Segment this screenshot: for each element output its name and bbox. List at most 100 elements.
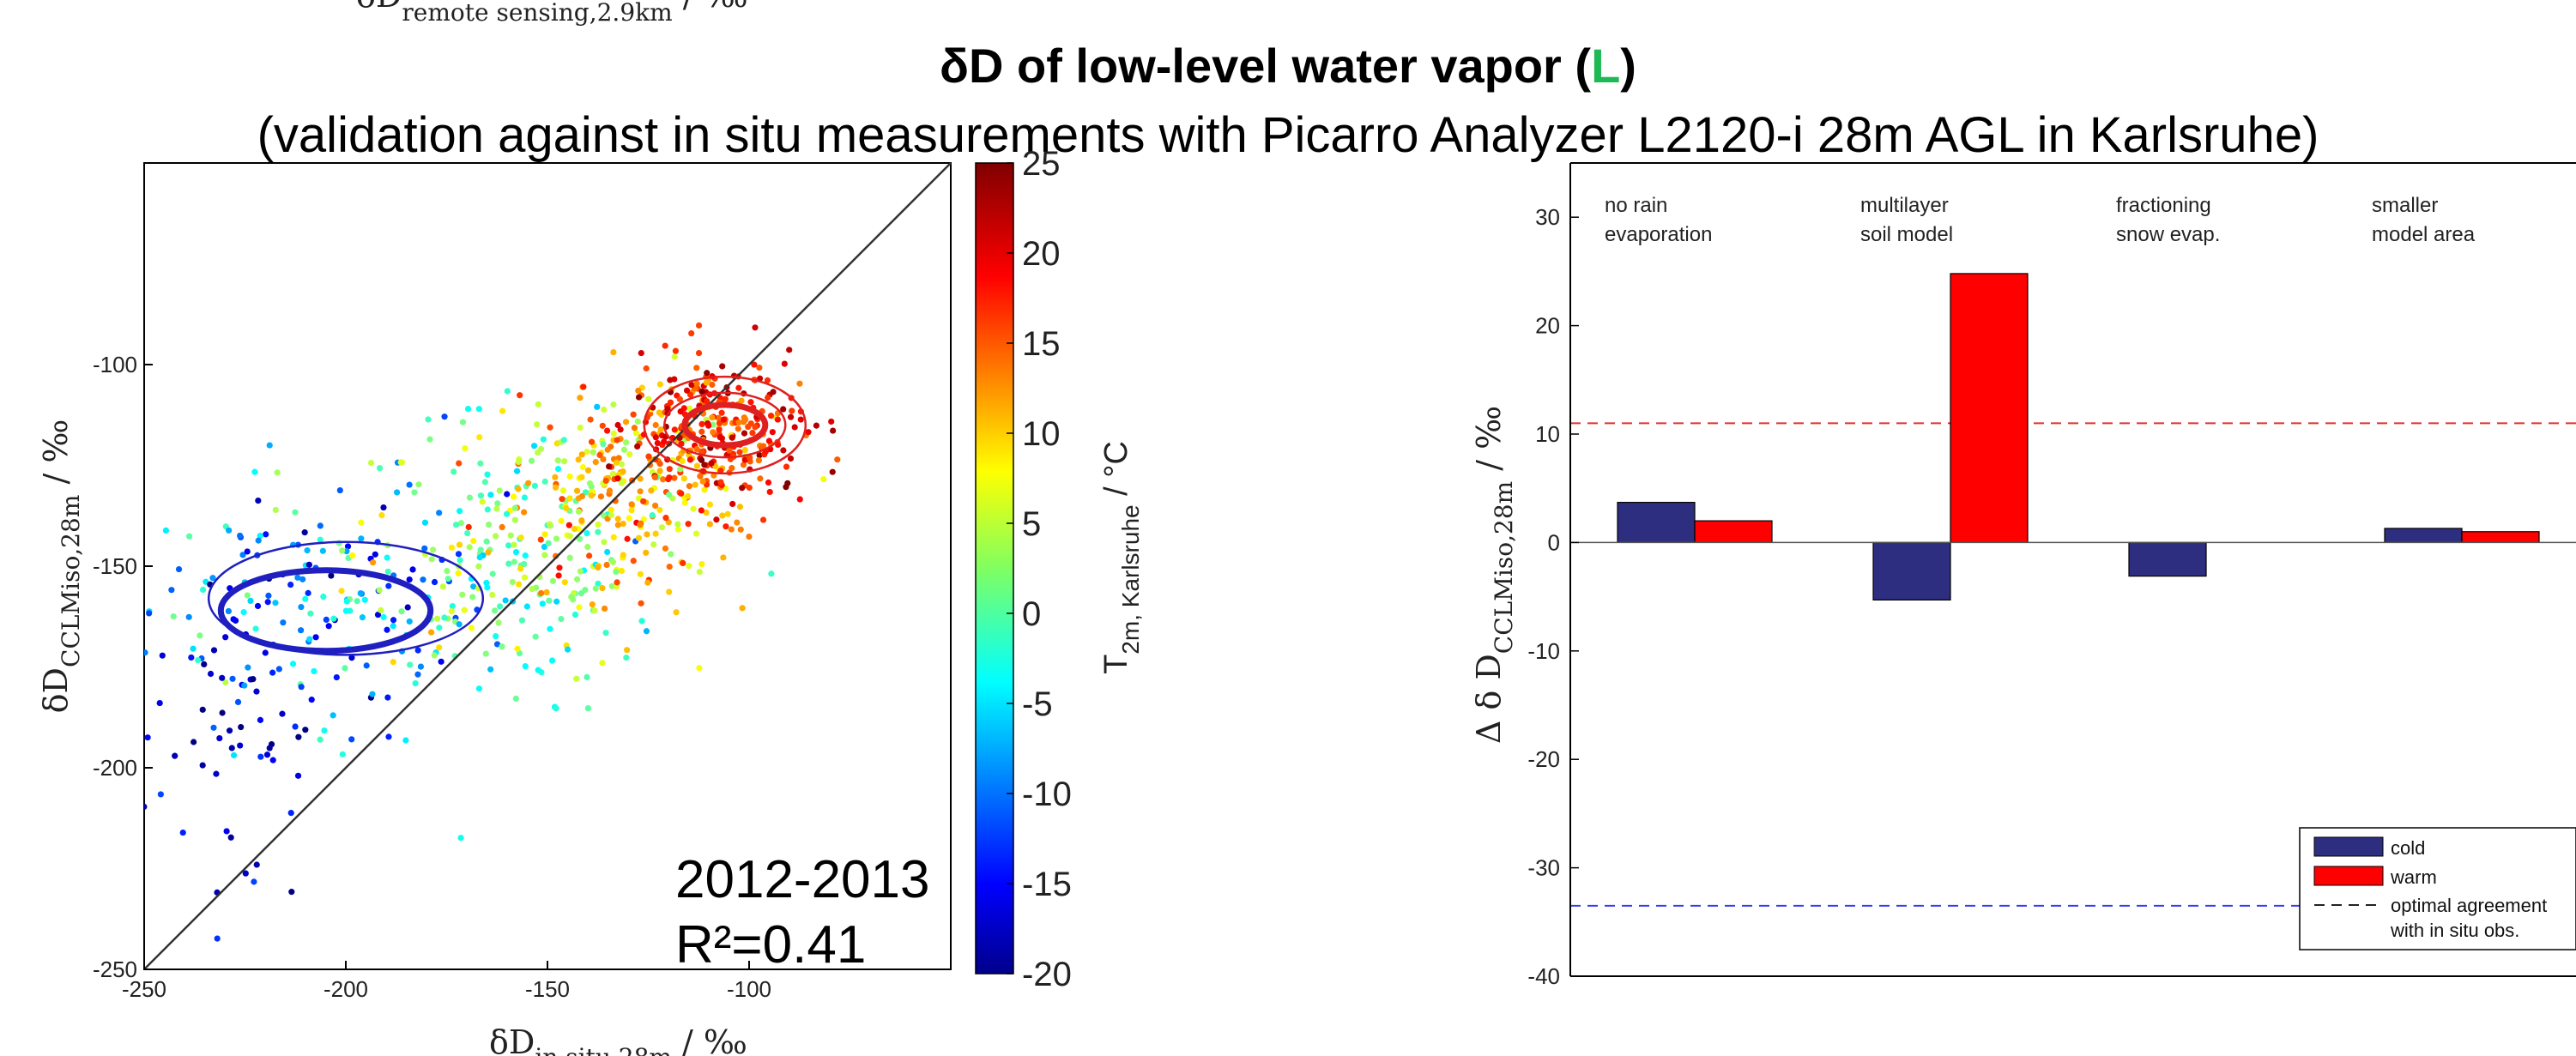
- scatter-point: [227, 834, 234, 841]
- scatter-point: [652, 421, 659, 429]
- scatter-point: [737, 526, 744, 533]
- scatter-point: [595, 564, 602, 571]
- scatter-point: [584, 448, 590, 456]
- scatter-point: [275, 666, 282, 673]
- scatter-point: [592, 459, 599, 466]
- scatter-point: [266, 442, 273, 449]
- scatter-point: [468, 625, 475, 631]
- scatter-point: [586, 480, 594, 487]
- scatter-point: [719, 512, 726, 519]
- scatter-point: [531, 482, 539, 489]
- scatter-point: [344, 543, 352, 550]
- scatter-point: [512, 548, 520, 556]
- scatter-point: [513, 468, 521, 474]
- scatter-point: [333, 673, 340, 681]
- scatter-point: [414, 647, 421, 654]
- scatter-point: [661, 438, 668, 445]
- scatter-x-ticks: -250 -200 -150 -100: [122, 961, 771, 1002]
- scatter-point: [717, 468, 724, 474]
- scatter-point: [741, 430, 748, 437]
- scatter-point: [693, 462, 701, 469]
- scatter-point: [635, 495, 643, 502]
- scatter-point: [637, 488, 644, 495]
- scatter-point: [614, 522, 621, 528]
- scatter-point: [511, 541, 517, 548]
- scatter-point: [717, 434, 723, 441]
- scatter-point: [457, 835, 464, 842]
- scatter-point: [469, 594, 476, 600]
- scatter-point: [349, 552, 356, 559]
- legend-label-optimal-2: with in situ obs.: [2390, 920, 2519, 941]
- scatter-point: [729, 465, 735, 472]
- scatter-point: [796, 496, 803, 503]
- scatter-point: [674, 526, 681, 533]
- scatter-point: [649, 511, 656, 519]
- scatter-point: [820, 476, 827, 483]
- scatter-point: [552, 474, 559, 480]
- scatter-point: [464, 406, 472, 413]
- density-contours: [207, 375, 807, 656]
- scatter-point: [462, 444, 469, 452]
- colorbar-tick-label: 0: [1022, 595, 1041, 633]
- scatter-point: [677, 408, 684, 415]
- scatter-point: [244, 548, 251, 555]
- scatter-point: [671, 474, 678, 481]
- scatter-point: [698, 420, 705, 428]
- scatter-point: [507, 532, 514, 539]
- annotation-period: 2012-2013: [675, 850, 930, 909]
- scatter-point: [539, 600, 546, 607]
- scatter-point: [566, 533, 573, 540]
- scatter-point: [701, 462, 708, 468]
- scatter-point: [517, 392, 523, 399]
- scatter-chart: -250-200-150-100 -250-200-150-100 δDin s…: [37, 145, 1144, 1056]
- scatter-point: [637, 570, 644, 577]
- scatter-point: [317, 736, 324, 743]
- scatter-point: [541, 478, 548, 485]
- scatter-point: [606, 487, 614, 494]
- scatter-point: [614, 579, 620, 586]
- scatter-point: [483, 579, 490, 587]
- scatter-point: [615, 455, 622, 462]
- scatter-point: [664, 406, 671, 413]
- scatter-point: [698, 507, 704, 514]
- scatter-point: [764, 377, 771, 383]
- scatter-point: [499, 523, 505, 531]
- scatter-point: [457, 520, 465, 527]
- scatter-point: [487, 492, 494, 498]
- scatter-point: [644, 579, 651, 586]
- scatter-point: [210, 647, 218, 654]
- scatter-point: [312, 634, 319, 641]
- scatter-point: [253, 688, 260, 695]
- scatter-point: [380, 613, 387, 621]
- scatter-point: [584, 543, 591, 551]
- group-label: model area: [2372, 223, 2476, 246]
- scatter-point: [159, 652, 166, 659]
- scatter-point: [568, 594, 575, 600]
- scatter-point: [765, 437, 773, 444]
- scatter-point: [295, 733, 302, 740]
- scatter-point: [704, 398, 711, 405]
- group-label: no rain: [1605, 194, 1667, 217]
- scatter-point: [620, 552, 626, 558]
- bar-y-tick-label: 20: [1535, 313, 1560, 339]
- scatter-point: [257, 753, 264, 760]
- colorbar-tick-label: 15: [1022, 325, 1061, 363]
- legend-label-cold: cold: [2391, 837, 2425, 859]
- scatter-point: [631, 425, 638, 431]
- scatter-point: [521, 560, 528, 568]
- scatter-point: [599, 660, 606, 667]
- scatter-point: [188, 654, 195, 661]
- colorbar-tick-label: 25: [1022, 145, 1061, 183]
- scatter-point: [728, 526, 735, 533]
- scatter-point: [459, 419, 467, 425]
- scatter-point: [640, 516, 647, 522]
- scatter-point: [791, 424, 798, 431]
- scatter-point: [229, 675, 236, 682]
- group-label: multilayer: [1860, 194, 1949, 217]
- scatter-point: [609, 470, 617, 478]
- bars: [1617, 273, 2540, 600]
- scatter-point: [434, 615, 441, 622]
- scatter-point: [697, 473, 704, 480]
- scatter-point: [704, 370, 711, 377]
- scatter-point: [715, 414, 722, 421]
